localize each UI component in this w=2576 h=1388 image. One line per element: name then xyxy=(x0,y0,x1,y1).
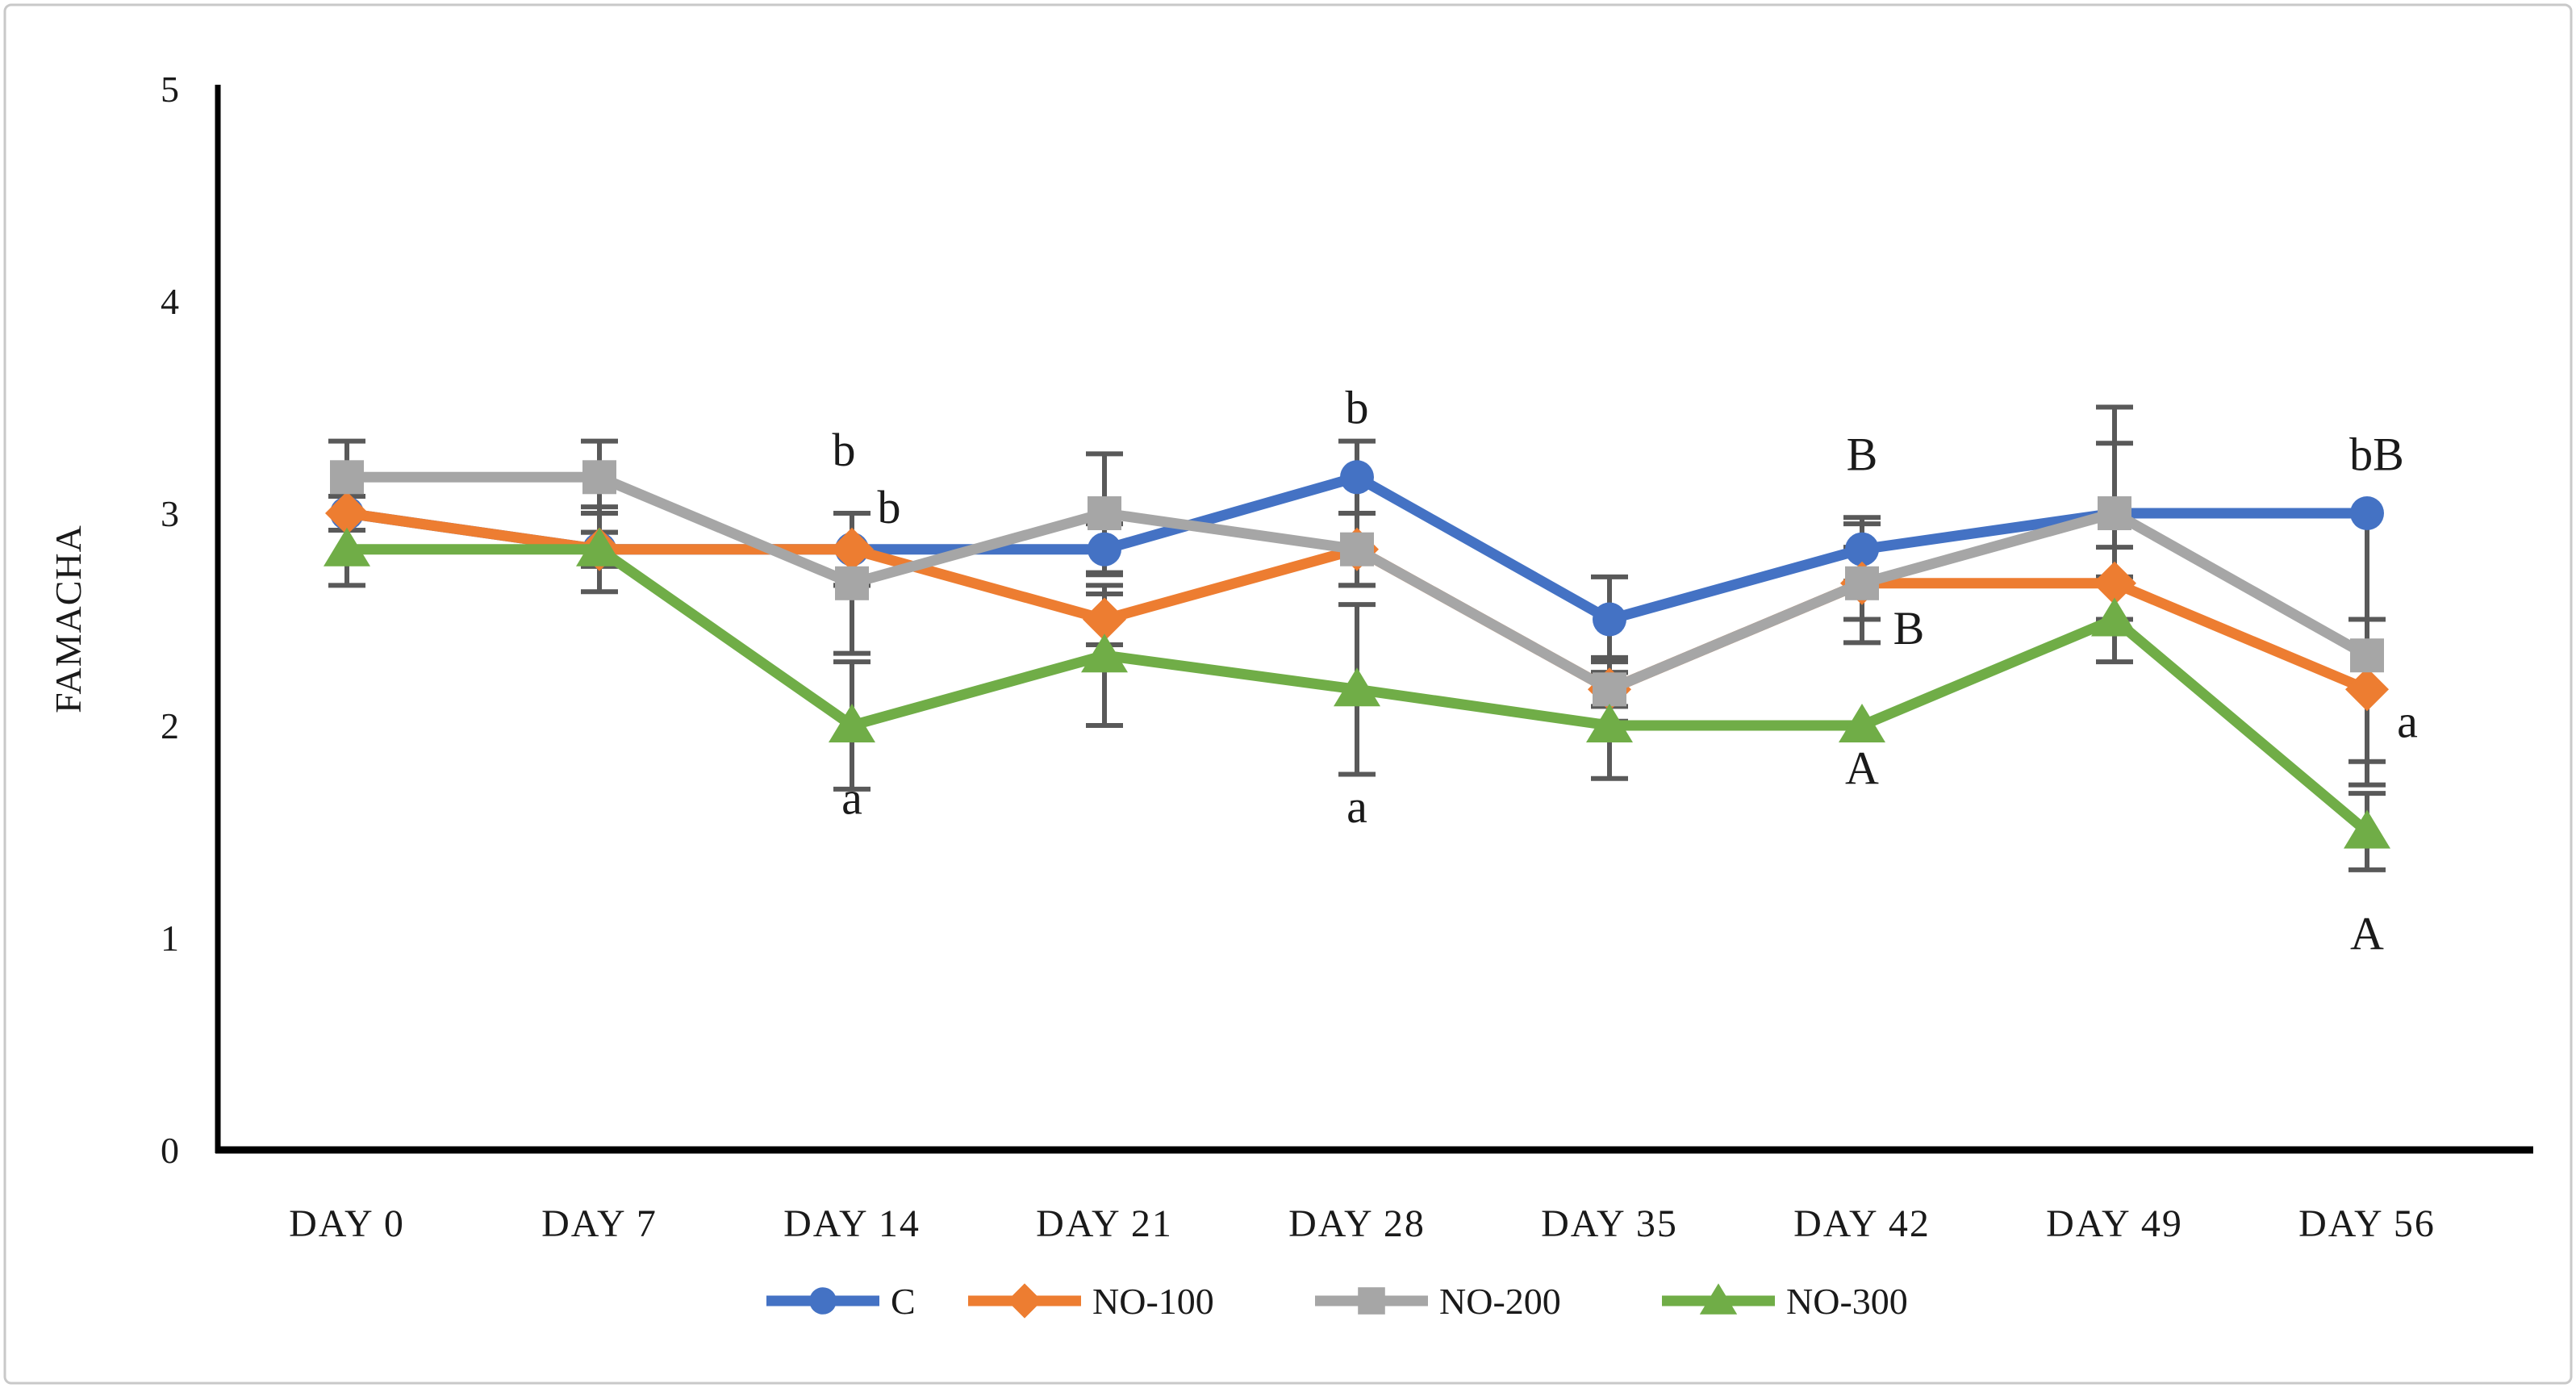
significance-letter: a xyxy=(2397,696,2418,748)
legend-label-C: C xyxy=(891,1281,916,1322)
legend-item-NO-300: NO-300 xyxy=(1662,1281,1908,1322)
marker-NO-100-day-2 xyxy=(830,527,874,571)
x-category-label: DAY 49 xyxy=(2046,1202,2183,1245)
legend-item-NO-200: NO-200 xyxy=(1315,1281,1561,1322)
significance-letter: a xyxy=(841,771,862,824)
marker-NO-200-day-0 xyxy=(330,460,364,495)
marker-C-day-8 xyxy=(2350,496,2384,530)
marker-NO-300-day-4 xyxy=(1334,667,1380,707)
legend-marker-NO-300-icon xyxy=(1699,1283,1738,1315)
legend-item-C: C xyxy=(766,1281,916,1322)
x-category-label: DAY 35 xyxy=(1541,1202,1678,1245)
significance-letter: B xyxy=(1847,428,1878,480)
x-category-label: DAY 28 xyxy=(1288,1202,1426,1245)
legend-marker-C-icon xyxy=(809,1287,837,1315)
marker-NO-200-day-5 xyxy=(1593,672,1626,707)
marker-NO-200-day-7 xyxy=(2098,496,2131,530)
y-tick-label: 3 xyxy=(161,493,179,534)
marker-NO-300-day-3 xyxy=(1081,633,1128,673)
x-category-label: DAY 56 xyxy=(2298,1202,2436,1245)
legend-label-NO-300: NO-300 xyxy=(1786,1281,1908,1322)
marker-C-day-3 xyxy=(1088,532,1121,566)
x-category-label: DAY 42 xyxy=(1793,1202,1931,1245)
marker-NO-300-day-6 xyxy=(1839,704,1885,742)
marker-NO-100-day-7 xyxy=(2093,561,2136,605)
significance-letter: A xyxy=(1845,742,1879,795)
significance-letter: b xyxy=(1346,382,1369,434)
marker-NO-200-day-6 xyxy=(1845,566,1879,600)
marker-NO-200-day-3 xyxy=(1088,496,1121,530)
x-category-labels-group: DAY 0 DAY 7 DAY 14 DAY 21 DAY 28 DAY 35 DAY 42… xyxy=(289,1202,2436,1245)
significance-letter: bB xyxy=(2349,428,2404,480)
legend-group: C NO-100 NO-200 NO-300 xyxy=(766,1281,1908,1322)
significance-letter: B xyxy=(1893,602,1925,654)
legend-marker-NO-200-icon xyxy=(1358,1287,1385,1315)
marker-NO-300-day-8 xyxy=(2344,809,2390,849)
significance-letter: b xyxy=(833,424,856,476)
y-tick-label: 5 xyxy=(161,69,179,110)
y-tick-label: 4 xyxy=(161,281,179,322)
x-category-label: DAY 7 xyxy=(541,1202,658,1245)
figure-border xyxy=(3,3,2573,1385)
marker-NO-300-day-1 xyxy=(576,527,623,566)
marker-NO-200-day-4 xyxy=(1340,532,1374,566)
marker-NO-200-day-1 xyxy=(582,460,616,495)
x-category-label: DAY 14 xyxy=(783,1202,921,1245)
marker-NO-300-day-5 xyxy=(1586,704,1633,742)
marker-NO-200-day-2 xyxy=(835,566,869,600)
y-axis-title: FAMACHA xyxy=(48,525,89,713)
marker-NO-100-day-3 xyxy=(1083,597,1126,642)
y-tick-label: 1 xyxy=(161,918,179,959)
marker-NO-300-day-0 xyxy=(324,527,370,566)
marker-C-day-4 xyxy=(1340,460,1374,495)
x-category-label: DAY 21 xyxy=(1036,1202,1173,1245)
marker-NO-300-day-7 xyxy=(2091,597,2138,637)
series-lines-group xyxy=(324,460,2390,849)
y-tick-label: 0 xyxy=(161,1130,179,1171)
marker-NO-100-day-8 xyxy=(2345,667,2389,712)
marker-C-day-6 xyxy=(1845,532,1879,566)
legend-label-NO-100: NO-100 xyxy=(1092,1281,1214,1322)
legend-item-NO-100: NO-100 xyxy=(968,1281,1214,1322)
marker-C-day-5 xyxy=(1593,602,1626,637)
y-tick-label: 2 xyxy=(161,705,179,746)
significance-letter: a xyxy=(1346,780,1367,833)
y-tick-labels-group: 0 1 2 3 4 5 xyxy=(161,69,179,1171)
legend-marker-NO-100-icon xyxy=(1007,1283,1042,1319)
x-category-label: DAY 0 xyxy=(289,1202,405,1245)
significance-letter: b xyxy=(878,481,901,533)
legend-label-NO-200: NO-200 xyxy=(1439,1281,1561,1322)
marker-NO-200-day-8 xyxy=(2350,638,2384,673)
marker-NO-100-day-0 xyxy=(325,491,369,535)
significance-letter: A xyxy=(2350,908,2384,960)
marker-NO-300-day-2 xyxy=(829,704,875,742)
